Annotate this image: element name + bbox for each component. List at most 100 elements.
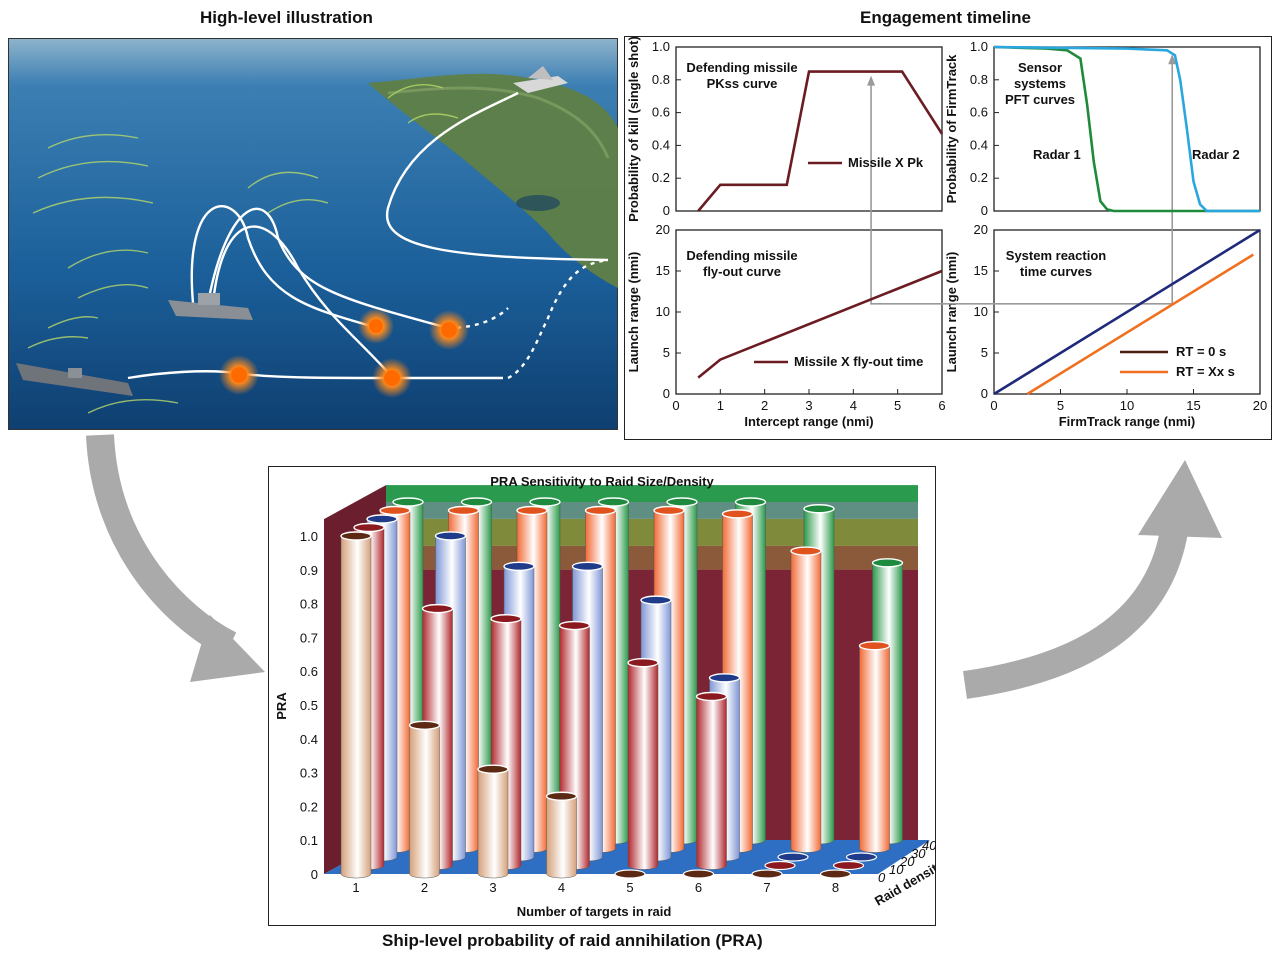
pft-y-tick-label: 0.8 <box>970 72 988 87</box>
pra-bar-cap <box>516 505 548 516</box>
pra-bar-cap <box>434 531 467 541</box>
pra-bar-cap <box>408 720 441 730</box>
explosions <box>219 308 469 398</box>
aircraft <box>513 66 568 93</box>
pra-bar-cap <box>721 509 754 519</box>
flyout-y-tick-label: 0 <box>663 386 670 401</box>
pra-bar-cap <box>460 497 493 507</box>
pk-y-tick-label: 0.6 <box>652 105 670 120</box>
flyout-y-tick-label: 15 <box>656 263 670 278</box>
pra-depth-tick-label: 40 <box>922 838 936 853</box>
pk-legend-label: Missile X Pk <box>848 155 924 170</box>
pra-bar-cap <box>708 673 741 683</box>
pra-x-tick-label: 8 <box>832 880 839 895</box>
pra-x-tick-label: 7 <box>763 880 770 895</box>
pra-y-tick-label: 1.0 <box>300 529 318 544</box>
pra-bar-cap <box>447 505 480 516</box>
pra-chart-frame <box>268 466 936 926</box>
pk-y-axis-label: Probability of kill (single shot) <box>626 36 641 222</box>
reaction-y-axis-label: Launch range (nmi) <box>944 252 959 373</box>
reaction-legend-label: RT = Xx s <box>1176 364 1235 379</box>
radar-arcs <box>27 84 459 414</box>
reaction-legend-label: RT = 0 s <box>1176 344 1226 359</box>
pra-bar-cap <box>695 691 728 702</box>
pra-bar-base <box>682 869 715 879</box>
pra-x-tick-label: 2 <box>421 880 428 895</box>
pra-bar-base <box>614 869 646 879</box>
pk-y-tick-label: 0.2 <box>652 170 670 185</box>
pra-y-tick-label: 0.9 <box>300 563 318 578</box>
reaction-y-tick-label: 0 <box>981 386 988 401</box>
pft-series-line <box>993 45 1260 213</box>
pra-bar-cap <box>353 522 385 533</box>
connector-line <box>870 60 1174 305</box>
reaction-annotation: System reaction time curves <box>1006 248 1106 279</box>
pra-bar-cap <box>584 505 617 516</box>
pra-y-tick-label: 0.3 <box>300 766 318 781</box>
pra-y-tick-label: 0.4 <box>300 732 318 747</box>
flyout-series-line <box>697 269 943 379</box>
pra-bar-cap <box>597 497 630 507</box>
pra-x-tick-label: 4 <box>558 880 565 895</box>
pra-bar-base <box>832 860 865 871</box>
pra-bar-cap <box>529 497 561 507</box>
coastline <box>368 73 618 288</box>
flyout-x-tick-label: 3 <box>805 398 812 413</box>
pra-chart-title: PRA Sensitivity to Raid Size/Density <box>490 474 714 489</box>
flyout-y-tick-label: 5 <box>663 345 670 360</box>
flyout-legend-label: Missile X fly-out time <box>794 354 923 369</box>
pra-bar-cap <box>379 505 411 516</box>
pft-y-axis-label: Probability of FirmTrack <box>944 54 959 204</box>
pra-bar-cap <box>392 497 424 507</box>
aircraft-carrier <box>16 363 133 396</box>
pra-bar-cap <box>366 514 398 524</box>
pra-bar-cap <box>421 603 454 614</box>
pra-bar-cap <box>734 497 767 507</box>
pra-bar-cap <box>340 531 372 541</box>
reaction-y-tick-label: 5 <box>981 345 988 360</box>
pra-bar-cap <box>803 504 835 514</box>
pra-bar-cap <box>571 561 604 572</box>
high-level-illustration <box>8 38 618 430</box>
pra-bar-cap <box>477 764 509 774</box>
flyout-x-tick-label: 0 <box>672 398 679 413</box>
flyout-y-tick-label: 20 <box>656 222 670 237</box>
pra-bar-base <box>845 852 878 862</box>
pra-y-tick-label: 0.6 <box>300 664 318 679</box>
pra-x-tick-label: 3 <box>489 880 496 895</box>
flyout-y-tick-label: 10 <box>656 304 670 319</box>
pk-y-tick-label: 0.8 <box>652 72 670 87</box>
reaction-series-line <box>1026 253 1254 396</box>
pra-bar <box>409 725 440 879</box>
pk-y-tick-label: 0 <box>663 203 670 218</box>
pra-bar <box>859 645 890 853</box>
pra-bar-cap <box>627 657 659 668</box>
pra-bar-cap <box>871 558 904 568</box>
flyout-x-axis-label: Intercept range (nmi) <box>744 414 873 429</box>
pft-y-tick-label: 0 <box>981 203 988 218</box>
connector-arrowhead <box>1168 54 1177 65</box>
pra-bar-base <box>764 860 796 871</box>
pra-x-tick-label: 1 <box>352 880 359 895</box>
pra-depth-tick-label: 30 <box>911 846 926 861</box>
reaction-y-tick-label: 15 <box>974 263 988 278</box>
flyout-annotation: Defending missile fly-out curve <box>686 248 797 279</box>
pra-bar-cap <box>503 561 535 572</box>
pft-y-tick-label: 1.0 <box>970 39 988 54</box>
pra-bar-cap <box>858 640 891 651</box>
arrow-pra-to-timeline <box>963 460 1222 699</box>
pra-y-tick-label: 0.7 <box>300 630 318 645</box>
pk-annotation: Defending missile PKss curve <box>686 60 797 91</box>
pft-plot-area <box>993 46 1261 212</box>
flyout-plot-area <box>675 229 943 395</box>
connector-arrowhead <box>867 75 876 86</box>
aircraft-shadow <box>516 195 560 211</box>
pft-y-tick-label: 0.2 <box>970 170 988 185</box>
flyout-x-tick-label: 4 <box>850 398 857 413</box>
reaction-y-tick-label: 20 <box>974 222 988 237</box>
reaction-x-axis-label: FirmTrack range (nmi) <box>1059 414 1196 429</box>
pra-x-tick-label: 5 <box>626 880 633 895</box>
pra-depth-tick-label: 10 <box>889 862 904 877</box>
pra-y-tick-label: 0 <box>311 867 318 882</box>
reaction-x-tick-label: 20 <box>1253 398 1267 413</box>
